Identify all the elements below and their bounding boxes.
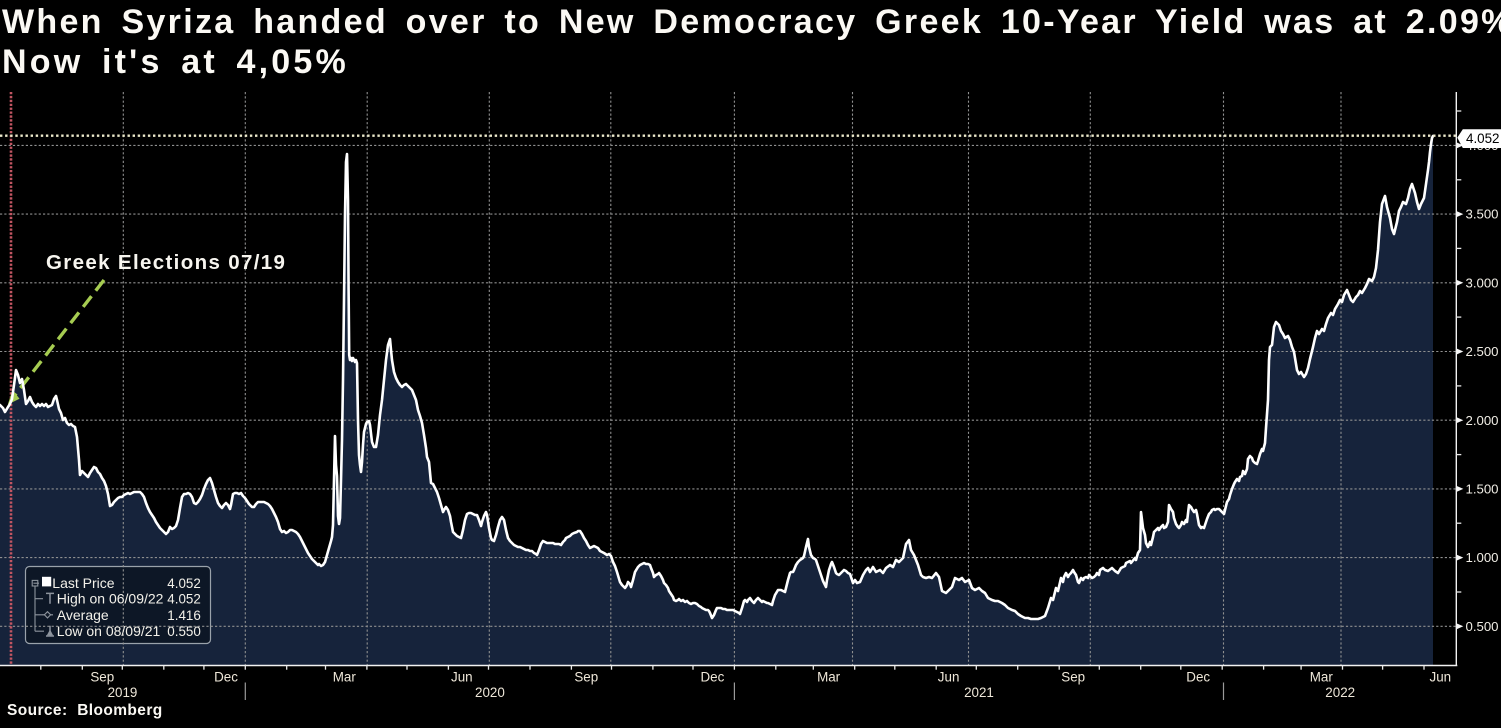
svg-text:Sep: Sep: [574, 670, 598, 685]
svg-text:2020: 2020: [475, 685, 505, 700]
svg-text:Dec: Dec: [214, 670, 238, 685]
svg-text:4.052: 4.052: [1466, 131, 1500, 146]
svg-text:4.052: 4.052: [167, 576, 201, 591]
svg-text:1.416: 1.416: [167, 608, 201, 623]
svg-text:Jun: Jun: [938, 670, 960, 685]
svg-text:Sep: Sep: [1061, 670, 1085, 685]
svg-text:Dec: Dec: [700, 670, 724, 685]
svg-text:Dec: Dec: [1186, 670, 1210, 685]
svg-text:Jun: Jun: [451, 670, 473, 685]
svg-text:High on 06/09/22: High on 06/09/22: [57, 591, 164, 607]
svg-text:Jun: Jun: [1430, 670, 1452, 685]
svg-text:0.500: 0.500: [1466, 619, 1499, 634]
svg-text:2.500: 2.500: [1466, 344, 1499, 359]
svg-text:2022: 2022: [1325, 685, 1355, 700]
svg-text:Mar: Mar: [333, 670, 357, 685]
svg-text:2019: 2019: [108, 685, 138, 700]
svg-text:2021: 2021: [964, 685, 994, 700]
svg-text:4.052: 4.052: [167, 592, 201, 607]
svg-text:Low on 08/09/21: Low on 08/09/21: [57, 623, 161, 639]
svg-text:Average: Average: [57, 607, 109, 623]
svg-text:Mar: Mar: [1310, 670, 1334, 685]
svg-text:1.000: 1.000: [1466, 550, 1499, 565]
svg-text:2.000: 2.000: [1466, 413, 1499, 428]
svg-text:1.500: 1.500: [1466, 482, 1499, 497]
svg-text:0.550: 0.550: [167, 624, 201, 639]
svg-text:Sep: Sep: [90, 670, 114, 685]
svg-text:Mar: Mar: [817, 670, 841, 685]
svg-text:3.000: 3.000: [1466, 275, 1499, 290]
svg-text:3.500: 3.500: [1466, 207, 1499, 222]
svg-text:Last Price: Last Price: [52, 575, 114, 591]
svg-text:Greek Elections 07/19: Greek Elections 07/19: [46, 251, 286, 274]
